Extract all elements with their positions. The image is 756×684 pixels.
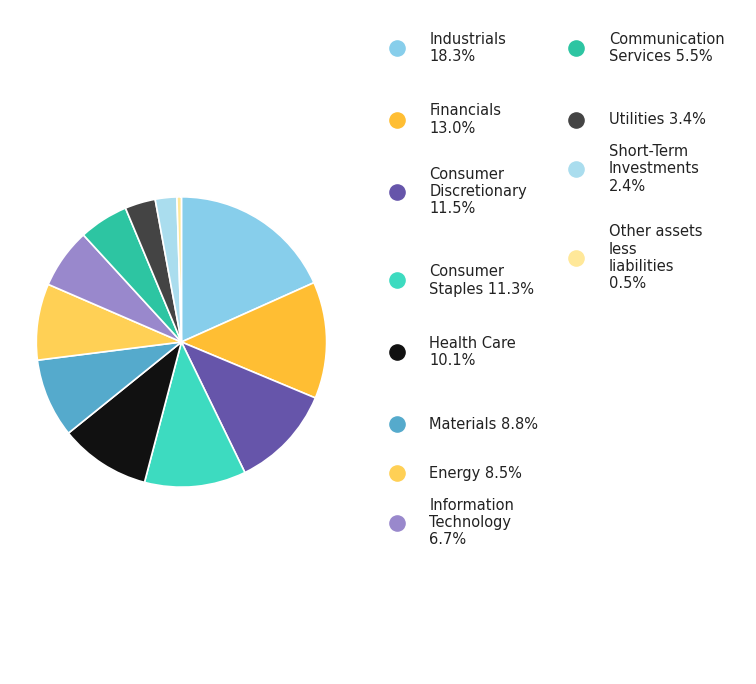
- Wedge shape: [83, 208, 181, 342]
- Text: Industrials
18.3%: Industrials 18.3%: [429, 31, 507, 64]
- Wedge shape: [144, 342, 245, 487]
- Wedge shape: [181, 342, 315, 473]
- Wedge shape: [181, 282, 327, 398]
- Wedge shape: [125, 199, 181, 342]
- Wedge shape: [177, 197, 181, 342]
- Text: Information
Technology
6.7%: Information Technology 6.7%: [429, 498, 514, 547]
- Text: Health Care
10.1%: Health Care 10.1%: [429, 336, 516, 369]
- Text: Consumer
Staples 11.3%: Consumer Staples 11.3%: [429, 264, 534, 297]
- Text: Materials 8.8%: Materials 8.8%: [429, 417, 538, 432]
- Wedge shape: [155, 197, 181, 342]
- Text: Communication
Services 5.5%: Communication Services 5.5%: [609, 31, 725, 64]
- Text: Consumer
Discretionary
11.5%: Consumer Discretionary 11.5%: [429, 167, 527, 216]
- Text: Other assets
less
liabilities
0.5%: Other assets less liabilities 0.5%: [609, 224, 702, 291]
- Wedge shape: [36, 285, 181, 360]
- Text: Short-Term
Investments
2.4%: Short-Term Investments 2.4%: [609, 144, 700, 194]
- Wedge shape: [48, 235, 181, 342]
- Text: Utilities 3.4%: Utilities 3.4%: [609, 112, 706, 127]
- Text: Energy 8.5%: Energy 8.5%: [429, 466, 522, 481]
- Wedge shape: [38, 342, 181, 433]
- Text: Financials
13.0%: Financials 13.0%: [429, 103, 501, 136]
- Wedge shape: [69, 342, 181, 482]
- Wedge shape: [181, 197, 314, 342]
